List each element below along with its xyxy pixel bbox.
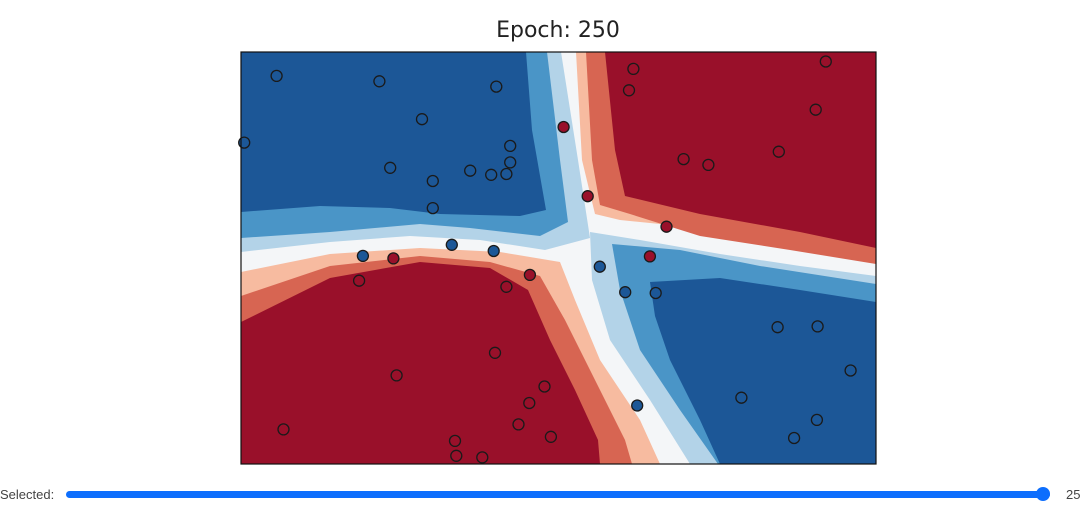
slider-label: Selected: (0, 487, 55, 502)
data-point-blue (811, 320, 824, 333)
data-point-red (387, 252, 400, 265)
decision-region-red-bottom-left (241, 262, 600, 464)
data-point-blue (504, 156, 517, 169)
data-point-red (581, 190, 594, 203)
data-point-blue (500, 167, 513, 181)
data-point-blue (384, 161, 397, 174)
data-point-blue (356, 249, 370, 263)
data-point-blue (238, 136, 251, 149)
data-point-blue (426, 201, 439, 215)
plot-frame (240, 51, 877, 465)
data-point-blue (844, 364, 857, 377)
data-point-blue (649, 286, 662, 300)
data-point-blue (490, 80, 503, 93)
data-point-blue (787, 431, 801, 445)
data-point-red (512, 418, 525, 431)
data-point-red (523, 396, 536, 410)
data-point-red (660, 220, 673, 233)
data-point-red (819, 55, 832, 68)
data-point-red (277, 423, 290, 436)
data-point-blue (593, 260, 606, 273)
data-point-blue (631, 399, 644, 412)
data-point-blue (373, 75, 386, 88)
slider-value: 25 (1066, 487, 1081, 502)
data-point-red (677, 152, 690, 166)
data-point-blue (619, 286, 632, 299)
data-point-blue (771, 321, 784, 334)
data-point-blue (270, 69, 283, 83)
epoch-slider-row: Selected: 25 (0, 484, 1089, 506)
data-point-red (523, 268, 537, 282)
data-point-red (702, 158, 715, 172)
data-point-red (538, 380, 551, 393)
decision-boundary-plot (238, 51, 877, 465)
data-point-red (488, 346, 502, 359)
data-point-red (390, 369, 403, 382)
data-point-red (450, 449, 463, 462)
data-point-red (500, 280, 513, 293)
data-points (238, 55, 857, 464)
data-point-blue (464, 164, 477, 177)
data-point-blue (810, 413, 824, 427)
epoch-slider-thumb[interactable] (1036, 487, 1050, 501)
decision-region-red-top-right (605, 52, 876, 248)
data-point-blue (485, 168, 498, 181)
data-point-blue (487, 244, 500, 258)
data-point-red (622, 84, 636, 97)
data-point-blue (735, 391, 748, 404)
data-point-blue (445, 238, 458, 251)
data-point-red (809, 103, 822, 116)
data-point-blue (426, 174, 439, 188)
data-point-red (544, 430, 558, 443)
data-point-blue (504, 139, 517, 153)
data-point-red (448, 434, 462, 448)
data-point-red (643, 250, 657, 263)
data-point-red (476, 451, 489, 464)
data-point-blue (415, 113, 429, 126)
epoch-slider-track[interactable] (66, 491, 1050, 498)
data-point-red (352, 274, 366, 287)
data-point-red (627, 62, 640, 76)
data-point-red (772, 145, 785, 158)
data-point-red (557, 120, 570, 134)
decision-region-blue-top-left (241, 52, 546, 216)
plot-title: Epoch: 250 (496, 18, 620, 43)
